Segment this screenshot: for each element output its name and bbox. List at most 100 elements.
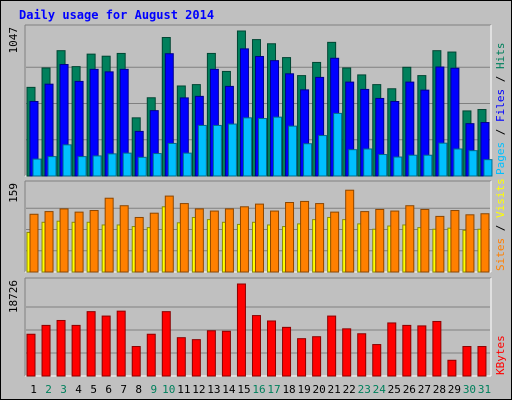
- day-label-13: 13: [207, 383, 220, 396]
- day-label-22: 22: [343, 383, 356, 396]
- bar-kbytes-4: [71, 324, 81, 377]
- bar-sites-3: [59, 208, 69, 273]
- bar-kbytes-9: [146, 333, 156, 377]
- bar-sites-28: [435, 215, 445, 273]
- bar-kbytes-5: [86, 311, 96, 377]
- bar-pages-7: [122, 152, 132, 177]
- day-label-30: 30: [463, 383, 476, 396]
- bar-sites-11: [179, 203, 189, 273]
- bar-pages-31: [483, 159, 493, 177]
- day-label-24: 24: [373, 383, 387, 396]
- day-label-19: 19: [297, 383, 310, 396]
- bar-sites-23: [360, 211, 370, 273]
- bar-sites-19: [300, 200, 310, 273]
- day-label-18: 18: [282, 383, 295, 396]
- legend-entry: /: [494, 122, 507, 142]
- bar-sites-12: [194, 208, 204, 273]
- bar-pages-26: [408, 154, 418, 177]
- bar-sites-18: [285, 202, 295, 273]
- bar-kbytes-17: [267, 320, 277, 377]
- bar-kbytes-30: [462, 346, 472, 377]
- bar-pages-8: [137, 156, 147, 177]
- bar-pages-15: [242, 117, 252, 177]
- bar-kbytes-20: [312, 336, 322, 377]
- bar-pages-5: [92, 155, 102, 177]
- bar-pages-2: [47, 156, 57, 177]
- bar-pages-25: [393, 156, 403, 177]
- day-label-10: 10: [162, 383, 175, 396]
- bar-kbytes-22: [342, 328, 352, 377]
- day-label-14: 14: [222, 383, 236, 396]
- bar-kbytes-7: [116, 310, 126, 377]
- bar-sites-25: [390, 210, 400, 273]
- bar-sites-9: [149, 212, 159, 273]
- bar-pages-19: [303, 143, 313, 177]
- day-label-6: 6: [105, 383, 112, 396]
- legend: Pages / Files / Hits: [494, 43, 507, 176]
- bar-pages-3: [62, 144, 72, 177]
- legend-entry: KBytes: [494, 335, 507, 375]
- bar-sites-15: [239, 206, 249, 273]
- bar-kbytes-26: [402, 324, 412, 377]
- bar-sites-6: [104, 197, 114, 273]
- y-max-label: 18726: [7, 280, 20, 313]
- panel-hits-files-pages: 1047 Pages / Files / Hits: [7, 24, 507, 177]
- day-label-29: 29: [448, 383, 461, 396]
- bar-sites-7: [119, 205, 129, 273]
- bar-kbytes-19: [297, 338, 307, 377]
- bar-pages-22: [348, 149, 358, 177]
- bar-sites-20: [315, 203, 325, 273]
- bar-pages-20: [318, 135, 328, 177]
- bar-sites-22: [345, 189, 355, 273]
- bar-sites-29: [450, 210, 460, 273]
- day-label-12: 12: [192, 383, 205, 396]
- bar-pages-27: [423, 154, 433, 177]
- bar-pages-12: [197, 124, 207, 177]
- bar-sites-14: [224, 208, 234, 273]
- bar-pages-21: [333, 112, 343, 177]
- day-label-31: 31: [478, 383, 491, 396]
- bar-kbytes-14: [221, 330, 231, 377]
- day-label-15: 15: [237, 383, 250, 396]
- bar-pages-29: [453, 148, 463, 177]
- bar-kbytes-21: [327, 315, 337, 377]
- bar-kbytes-18: [282, 326, 292, 377]
- bar-sites-31: [480, 213, 490, 273]
- y-max-label: 1047: [7, 27, 20, 54]
- day-label-16: 16: [252, 383, 265, 396]
- bar-kbytes-24: [372, 344, 382, 377]
- bar-pages-18: [288, 125, 298, 177]
- day-label-5: 5: [90, 383, 97, 396]
- bar-sites-24: [375, 208, 385, 273]
- bar-pages-24: [378, 154, 388, 177]
- day-label-3: 3: [60, 383, 67, 396]
- bar-kbytes-23: [357, 333, 367, 377]
- day-label-26: 26: [403, 383, 416, 396]
- bar-pages-10: [167, 142, 177, 177]
- bar-kbytes-29: [447, 359, 457, 377]
- day-label-4: 4: [75, 383, 82, 396]
- x-axis-day-labels: 1 2 3 4 5 6 7 8 9 10 11 12 13 14 15 16 17 18 19 20 21 22 23 24 2…: [30, 383, 491, 396]
- day-label-8: 8: [135, 383, 142, 396]
- legend-entry: /: [494, 69, 507, 89]
- bar-kbytes-31: [477, 346, 487, 377]
- day-label-28: 28: [433, 383, 446, 396]
- bar-kbytes-16: [251, 315, 261, 377]
- legend-entry: Sites: [494, 238, 507, 271]
- bar-sites-26: [405, 205, 415, 273]
- bar-kbytes-13: [206, 330, 216, 377]
- day-label-1: 1: [30, 383, 37, 396]
- day-label-27: 27: [418, 383, 431, 396]
- day-label-17: 17: [267, 383, 280, 396]
- bar-pages-28: [438, 142, 448, 177]
- bar-sites-16: [254, 203, 264, 273]
- legend: Sites / Visits: [494, 178, 507, 271]
- legend-entry: Files: [494, 89, 507, 122]
- panel-sites-visits: 159 Sites / Visits: [7, 178, 507, 273]
- bar-sites-30: [465, 214, 475, 273]
- bar-sites-17: [270, 210, 280, 273]
- bar-pages-16: [257, 118, 267, 177]
- bar-kbytes-2: [41, 324, 51, 377]
- bar-sites-10: [164, 195, 174, 273]
- legend-entry: Pages: [494, 142, 507, 175]
